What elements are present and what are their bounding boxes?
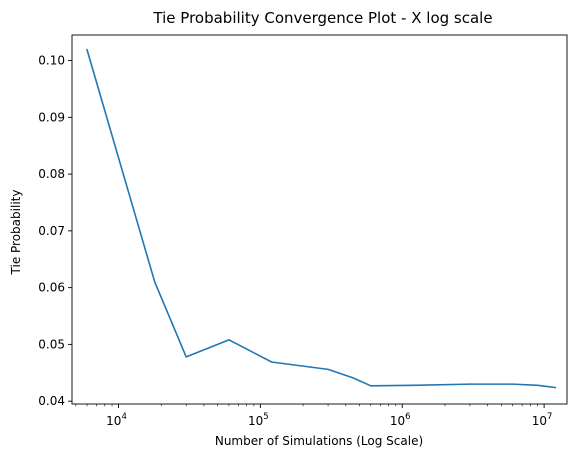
x-axis-ticks: 104 105 106 107 — [106, 404, 552, 428]
x-axis-label: Number of Simulations (Log Scale) — [215, 434, 423, 448]
x-tick-label: 106 — [390, 412, 411, 428]
y-axis-ticks: 0.04 0.05 0.06 0.07 0.08 0.09 0.10 — [38, 54, 72, 408]
y-tick-label: 0.09 — [38, 110, 65, 124]
y-tick-label: 0.10 — [38, 54, 65, 68]
y-tick-label: 0.05 — [38, 337, 65, 351]
y-axis-label: Tie Probability — [9, 190, 23, 276]
y-tick-label: 0.07 — [38, 224, 65, 238]
plot-area-frame — [71, 34, 568, 405]
chart-title: Tie Probability Convergence Plot - X log… — [152, 9, 492, 27]
y-tick-label: 0.06 — [38, 281, 65, 295]
x-tick-label: 104 — [106, 412, 127, 428]
series-line — [86, 48, 557, 389]
series-layer — [86, 48, 557, 389]
x-tick-label: 105 — [248, 412, 269, 428]
y-tick-label: 0.08 — [38, 167, 65, 181]
y-tick-label: 0.04 — [38, 394, 65, 408]
x-tick-label: 107 — [532, 412, 553, 428]
